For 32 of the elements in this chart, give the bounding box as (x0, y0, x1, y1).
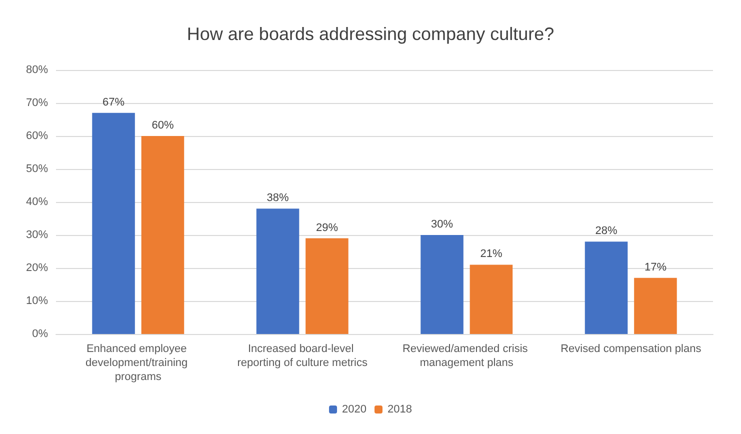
bar (92, 112, 135, 334)
data-label: 21% (480, 248, 502, 260)
chart-title: How are boards addressing company culture? (186, 24, 554, 44)
data-label: 60% (152, 120, 174, 132)
data-label: 38% (266, 192, 289, 204)
y-tick-label: 80% (26, 64, 48, 76)
y-tick-label: 20% (26, 262, 48, 274)
y-tick-label: 40% (26, 196, 48, 208)
legend-label: 2020 (342, 404, 367, 416)
y-tick-label: 30% (26, 229, 48, 241)
bar (141, 136, 184, 334)
bar (584, 242, 628, 334)
x-tick-label: Enhanced employee development/training programs (86, 343, 191, 383)
y-tick-label: 0% (32, 328, 48, 340)
bar (256, 208, 300, 334)
data-label: 67% (102, 96, 125, 108)
x-tick-label: Reviewed/amended crisis management plans (402, 343, 531, 369)
x-tick-label: Revised compensation plans (560, 343, 702, 355)
bar (634, 278, 677, 334)
data-label: 30% (431, 218, 454, 230)
bar (306, 238, 348, 334)
y-tick-label: 50% (26, 163, 48, 175)
data-label: 17% (644, 261, 667, 274)
legend-label: 2018 (388, 404, 412, 416)
data-label: 28% (595, 225, 618, 238)
bar (420, 235, 464, 334)
x-tick-label: Increased board-level reporting of culture metrics (237, 343, 368, 369)
y-tick-label: 70% (26, 97, 48, 109)
y-tick-label: 60% (26, 130, 48, 142)
y-tick-label: 10% (26, 295, 48, 307)
bar (470, 264, 513, 334)
data-label: 29% (316, 222, 338, 234)
